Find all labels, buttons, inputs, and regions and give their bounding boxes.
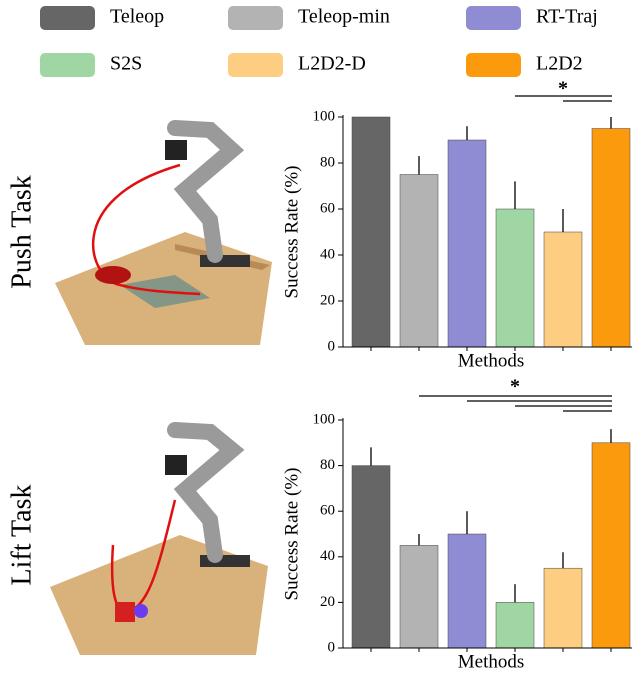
legend-swatch <box>466 53 521 77</box>
robot-arm <box>175 430 232 555</box>
y-tick-label: 40 <box>320 246 335 262</box>
y-tick-label: 80 <box>320 457 335 473</box>
legend-label: RT-Traj <box>536 6 598 28</box>
legend-label: L2D2-D <box>298 53 366 75</box>
legend-label: L2D2 <box>536 53 583 75</box>
legend-label: S2S <box>110 53 142 75</box>
gripper <box>165 140 187 160</box>
bar <box>592 129 630 348</box>
y-tick-label: 100 <box>313 411 336 427</box>
significance-label: * <box>510 376 520 398</box>
y-axis-label: Success Rate (%) <box>281 166 302 299</box>
significance-label: * <box>558 78 568 100</box>
legend-label: Teleop <box>110 6 164 28</box>
bar <box>592 443 630 648</box>
y-tick-label: 80 <box>320 154 335 170</box>
bar <box>544 232 582 347</box>
bar <box>496 602 534 648</box>
bar <box>400 175 438 348</box>
legend-swatch <box>40 53 95 77</box>
legend-label: Teleop-min <box>298 6 390 28</box>
bar <box>544 568 582 648</box>
task-label: Push Task <box>6 175 37 288</box>
y-tick-label: 0 <box>328 639 336 655</box>
bar <box>496 209 534 347</box>
table <box>50 535 268 655</box>
gripper <box>165 455 187 475</box>
y-axis-label: Success Rate (%) <box>281 468 302 601</box>
legend-swatch <box>228 6 283 30</box>
x-axis-label: Methods <box>458 651 525 672</box>
bar <box>400 545 438 648</box>
marker <box>134 604 148 618</box>
lift-illustration <box>50 430 268 655</box>
bar <box>352 466 390 648</box>
bar <box>448 140 486 347</box>
y-tick-label: 20 <box>320 292 335 308</box>
push-illustration <box>55 128 272 345</box>
bar <box>448 534 486 648</box>
cube <box>115 602 135 622</box>
y-tick-label: 0 <box>328 338 336 354</box>
task-label: Lift Task <box>6 485 37 586</box>
y-tick-label: 40 <box>320 548 335 564</box>
legend-swatch <box>40 6 95 30</box>
legend-swatch <box>466 6 521 30</box>
x-axis-label: Methods <box>458 350 525 371</box>
figure: Teleop Teleop-min RT-Traj S2S L2D2-D L2D2 Push… <box>0 0 643 677</box>
y-tick-label: 60 <box>320 503 335 519</box>
y-tick-label: 20 <box>320 594 335 610</box>
bowl <box>95 266 131 284</box>
y-tick-label: 100 <box>313 108 336 124</box>
bar <box>352 117 390 347</box>
legend-swatch <box>228 53 283 77</box>
y-tick-label: 60 <box>320 200 335 216</box>
